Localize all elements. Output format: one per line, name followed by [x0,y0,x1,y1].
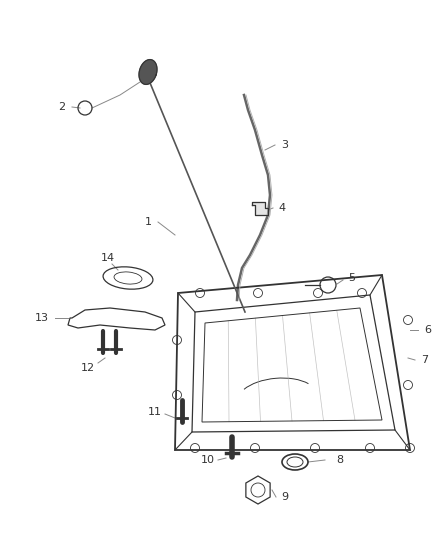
Text: 7: 7 [421,355,428,365]
Text: 1: 1 [145,217,152,227]
Text: 8: 8 [336,455,343,465]
Text: 2: 2 [58,102,66,112]
Text: 9: 9 [282,492,289,502]
Text: 13: 13 [35,313,49,323]
Text: 3: 3 [282,140,289,150]
Text: 12: 12 [81,363,95,373]
Polygon shape [252,202,268,215]
Text: 6: 6 [424,325,431,335]
Text: 10: 10 [201,455,215,465]
Polygon shape [139,60,157,84]
Text: 5: 5 [349,273,356,283]
Text: 4: 4 [279,203,286,213]
Text: 11: 11 [148,407,162,417]
Text: 14: 14 [101,253,115,263]
